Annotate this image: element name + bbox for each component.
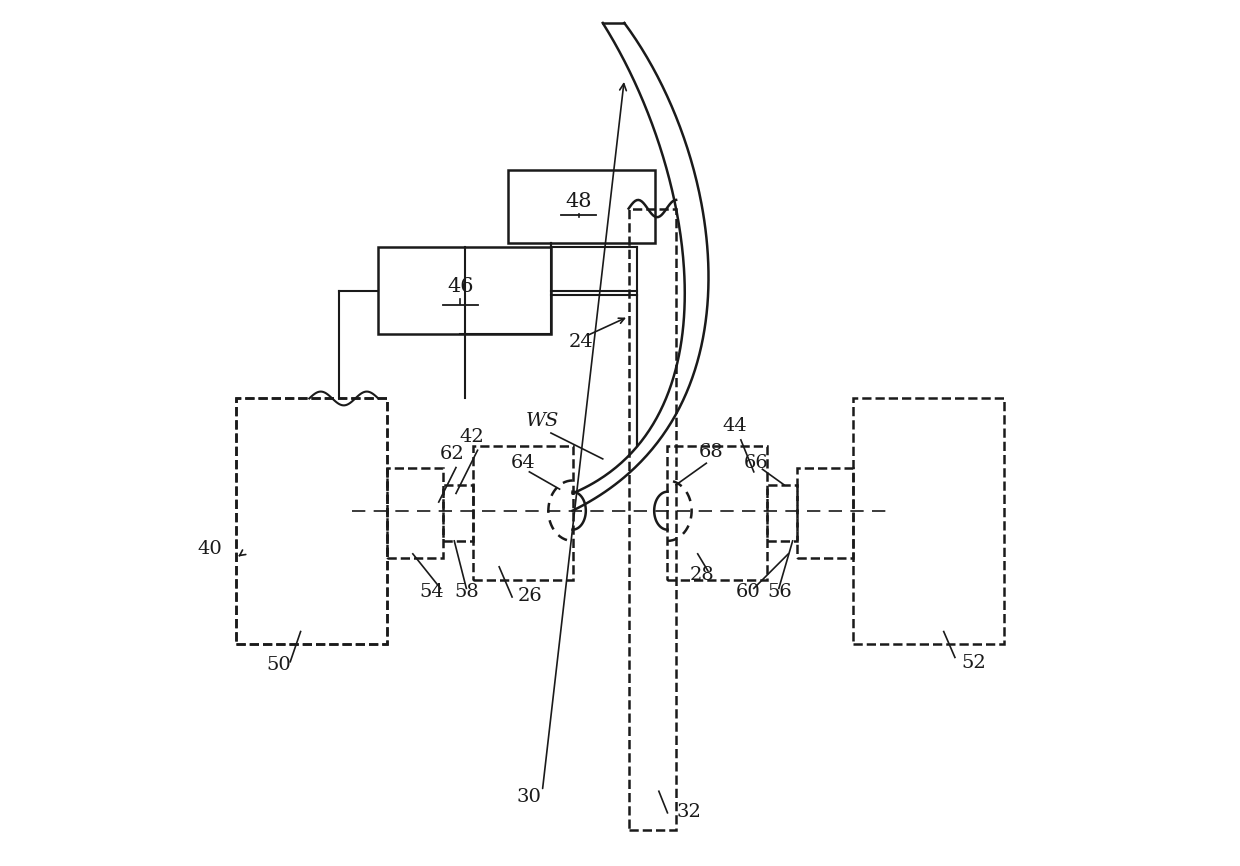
Text: WS: WS [526, 412, 559, 430]
Text: 30: 30 [517, 787, 542, 805]
Text: 54: 54 [419, 583, 444, 601]
Text: 60: 60 [735, 583, 760, 601]
Text: 40: 40 [197, 540, 222, 558]
Text: 62: 62 [439, 445, 464, 463]
Bar [629, 209, 676, 830]
Text: 24: 24 [569, 333, 594, 351]
Text: 44: 44 [723, 417, 748, 436]
Text: 48: 48 [565, 192, 591, 210]
Text: 46: 46 [448, 277, 474, 296]
Text: 50: 50 [267, 656, 291, 675]
Text: 28: 28 [689, 565, 714, 584]
Bar [236, 398, 387, 644]
Bar [667, 446, 766, 579]
Bar [443, 485, 474, 541]
Text: 26: 26 [518, 587, 543, 605]
Bar [766, 485, 797, 541]
Bar [853, 398, 1004, 644]
Text: 64: 64 [511, 454, 536, 471]
Text: 66: 66 [744, 454, 769, 471]
Text: 42: 42 [459, 428, 484, 446]
Bar [378, 248, 551, 333]
Bar [387, 468, 443, 559]
Bar [508, 170, 655, 243]
Text: 32: 32 [676, 803, 701, 821]
Text: 56: 56 [768, 583, 792, 601]
Text: 52: 52 [961, 654, 986, 672]
Bar [797, 468, 853, 559]
Bar [236, 398, 387, 644]
Text: 58: 58 [454, 583, 479, 601]
Bar [474, 446, 573, 579]
Text: 68: 68 [698, 443, 723, 462]
